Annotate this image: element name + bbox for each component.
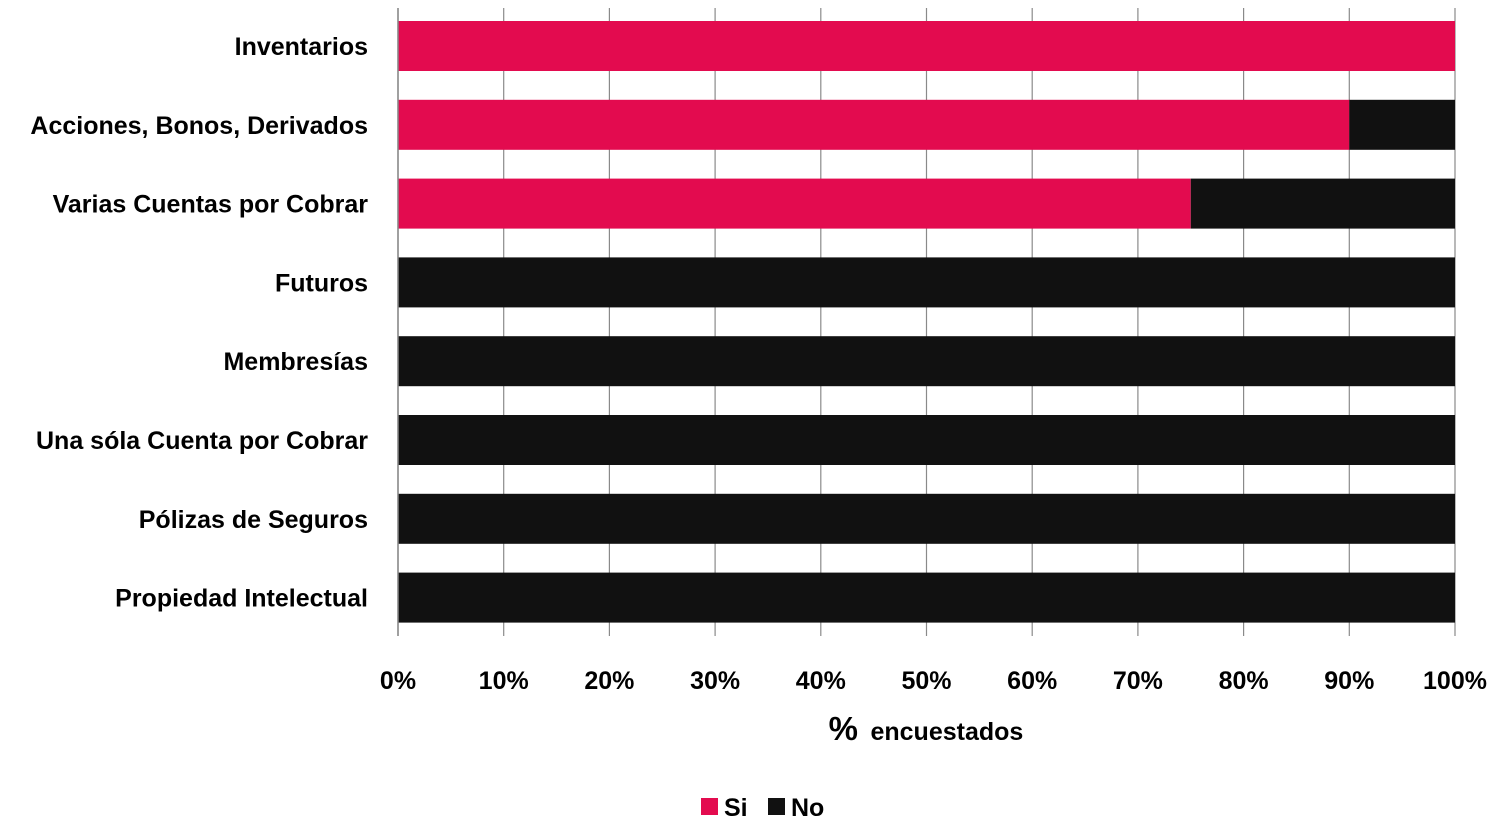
- category-label: Membresías: [223, 348, 368, 376]
- x-tick-label: 10%: [479, 667, 529, 695]
- bar-si: [398, 99, 1350, 150]
- x-axis-title: % encuestados: [829, 710, 1024, 747]
- x-tick-label: 30%: [690, 667, 740, 695]
- legend-swatch-no: [768, 798, 785, 815]
- x-tick-label: 60%: [1007, 667, 1057, 695]
- bar-no: [398, 415, 1455, 465]
- legend-label-no: No: [791, 794, 824, 821]
- category-label: Futuros: [275, 269, 368, 297]
- x-tick-label: 70%: [1113, 667, 1163, 695]
- category-label: Propiedad Intelectual: [115, 585, 368, 613]
- category-label: Acciones, Bonos, Derivados: [30, 112, 368, 140]
- legend-label-si: Si: [724, 794, 748, 821]
- x-axis-title-text: encuestados: [870, 718, 1023, 746]
- bar-no: [398, 493, 1455, 544]
- x-axis-title-symbol: %: [829, 710, 858, 747]
- bar-no: [398, 336, 1455, 387]
- x-tick-label: 50%: [901, 667, 951, 695]
- category-label: Varias Cuentas por Cobrar: [53, 191, 369, 219]
- category-label: Pólizas de Seguros: [139, 506, 368, 534]
- x-tick-label: 100%: [1423, 667, 1487, 695]
- x-tick-label: 90%: [1324, 667, 1374, 695]
- bar-si: [398, 178, 1191, 229]
- x-tick-label: 40%: [796, 667, 846, 695]
- category-label: Una sóla Cuenta por Cobrar: [36, 427, 368, 455]
- legend: Si No: [701, 794, 824, 821]
- category-labels: Inventarios Acciones, Bonos, Derivados Var…: [30, 33, 368, 613]
- bar-no: [1190, 178, 1455, 229]
- category-label: Inventarios: [235, 33, 368, 61]
- bar-si: [398, 21, 1455, 71]
- x-tick-label: 80%: [1219, 667, 1269, 695]
- legend-swatch-si: [701, 798, 718, 815]
- x-tick-label: 20%: [584, 667, 634, 695]
- bar-no: [1349, 99, 1455, 150]
- bar-no: [398, 257, 1455, 308]
- bars: [398, 21, 1455, 623]
- x-tick-label: 0%: [380, 667, 416, 695]
- bar-no: [398, 572, 1455, 623]
- x-tick-labels: 0% 10% 20% 30% 40% 50% 60% 70% 80% 90% 100%: [380, 667, 1487, 695]
